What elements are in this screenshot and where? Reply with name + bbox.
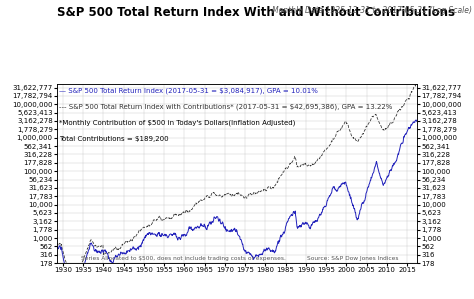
Text: Total Contributions = $189,200: Total Contributions = $189,200 [59, 136, 168, 142]
Text: --- S&P 500 Total Return Index with Contributions* (2017-05-31 = $42,695,386), G: --- S&P 500 Total Return Index with Cont… [59, 103, 392, 110]
Text: — S&P 500 Total Return Index (2017-05-31 = $3,084,917), GPA = 10.01%: — S&P 500 Total Return Index (2017-05-31… [59, 87, 318, 94]
Text: Series Allocated to $500, does not include trading costs or expenses.: Series Allocated to $500, does not inclu… [81, 256, 285, 261]
Text: Monthly Data 1925-12-31 to 2017-05-31 (Log Scale): Monthly Data 1925-12-31 to 2017-05-31 (L… [272, 6, 472, 15]
Text: S&P 500 Total Return Index With and Without Contributions: S&P 500 Total Return Index With and With… [57, 6, 455, 19]
Text: Source: S&P Dow Jones Indices: Source: S&P Dow Jones Indices [307, 256, 398, 261]
Text: *Monthly Contribution of $500 in Today's Dollars(Inflation Adjusted): *Monthly Contribution of $500 in Today's… [59, 120, 295, 126]
